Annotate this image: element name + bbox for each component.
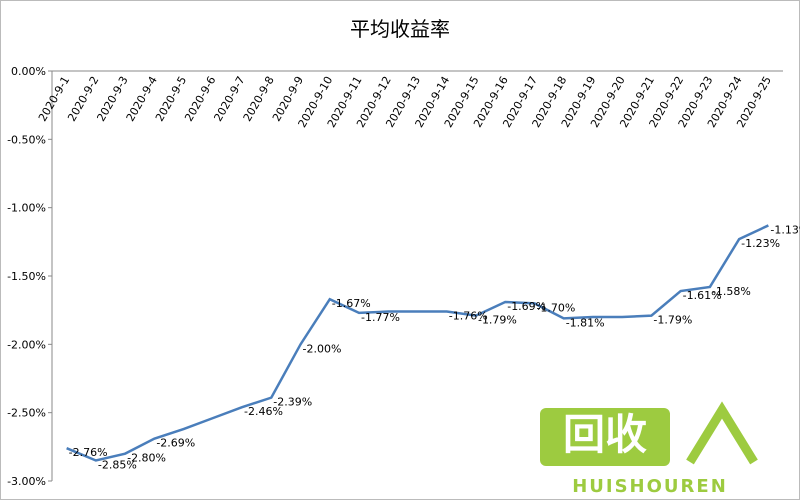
- data-label: -2.85%: [98, 459, 137, 472]
- data-label: -1.69%: [507, 300, 546, 313]
- data-label: -1.79%: [653, 314, 692, 327]
- y-tick-label: 0.00%: [11, 65, 46, 78]
- y-tick-label: -0.50%: [7, 133, 46, 146]
- y-tick-label: -3.00%: [7, 475, 46, 488]
- data-label: -1.76%: [449, 310, 488, 323]
- watermark-text: HUISHOUREN: [572, 476, 728, 497]
- watermark: 回收 HUISHOUREN: [540, 401, 758, 497]
- data-label: -2.69%: [156, 437, 195, 450]
- y-tick-label: -1.50%: [7, 270, 46, 283]
- data-label: -1.77%: [361, 311, 400, 324]
- data-label: -1.81%: [566, 316, 605, 329]
- data-label: -1.13%: [770, 223, 800, 236]
- watermark-box: [540, 408, 670, 466]
- data-label: -1.70%: [536, 301, 575, 314]
- data-label: -1.79%: [478, 314, 517, 327]
- data-label: -2.80%: [127, 452, 166, 465]
- y-tick-label: -2.00%: [7, 338, 46, 351]
- data-label: -1.58%: [712, 285, 751, 298]
- data-label: -1.61%: [683, 289, 722, 302]
- data-label: -1.23%: [741, 237, 780, 250]
- line: [66, 224, 769, 462]
- watermark-logo: 回收: [563, 410, 647, 459]
- data-label: -2.46%: [244, 405, 283, 418]
- data-label: -2.39%: [273, 396, 312, 409]
- chart-title: 平均收益率: [350, 17, 450, 41]
- y-tick-label: -2.50%: [7, 407, 46, 420]
- data-label: -2.76%: [69, 446, 108, 459]
- watermark-icon: [686, 401, 758, 465]
- data-label: -2.00%: [303, 342, 342, 355]
- data-label: -1.67%: [332, 297, 371, 310]
- y-tick-label: -1.00%: [7, 202, 46, 215]
